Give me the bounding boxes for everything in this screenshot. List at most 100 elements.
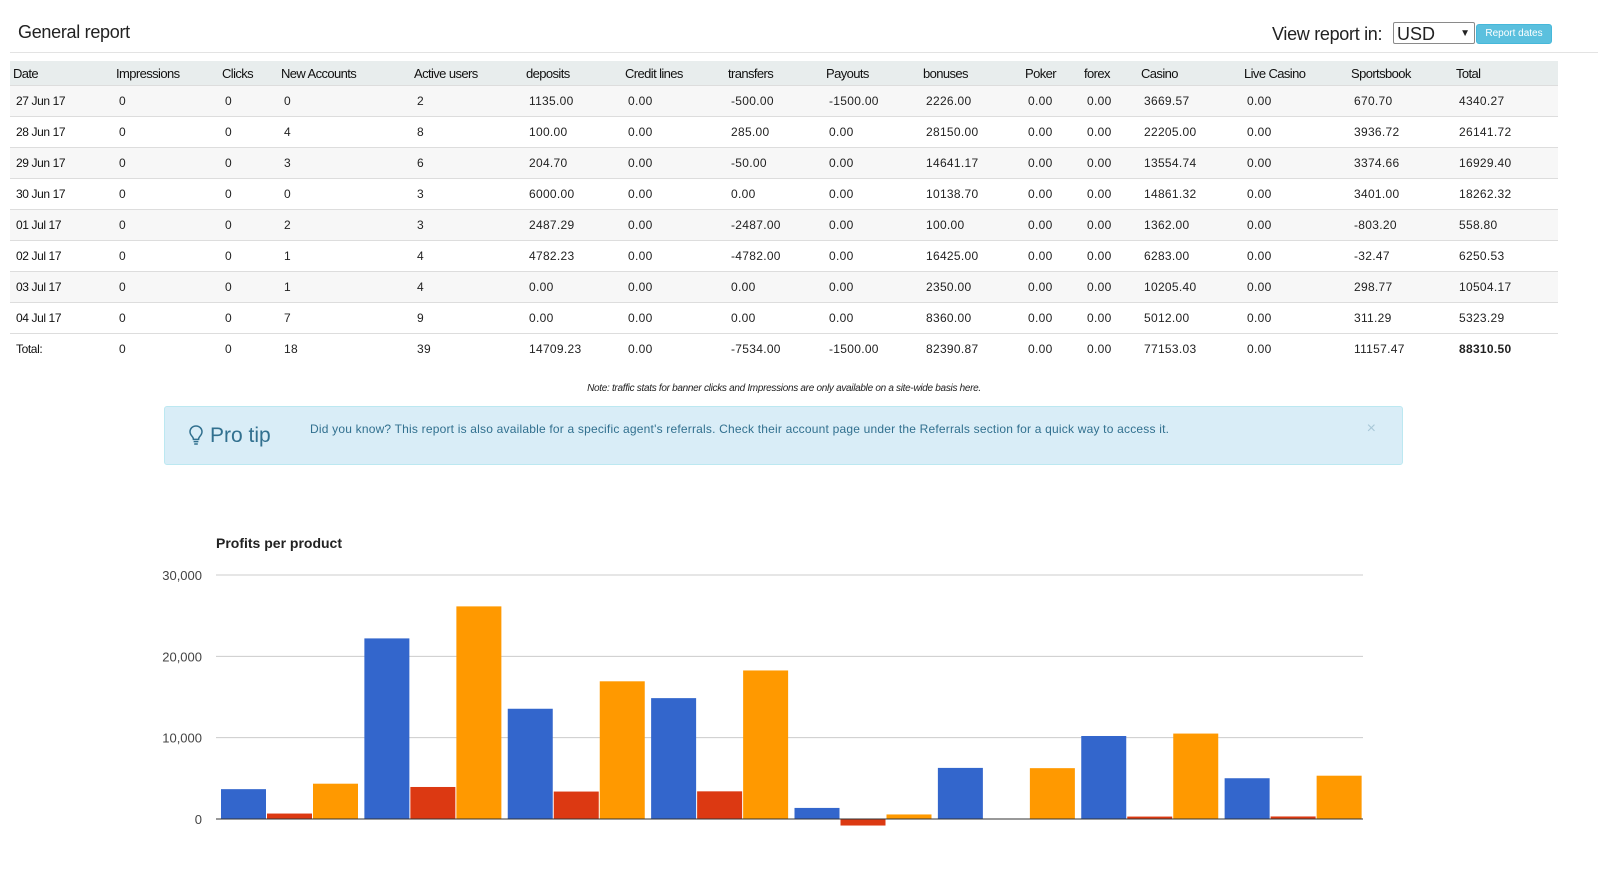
table-cell: 0.00 (725, 302, 823, 334)
table-cell: 5323.29 (1453, 302, 1558, 334)
pro-tip-message: Did you know? This report is also availa… (310, 422, 1170, 436)
table-cell: 0 (219, 85, 278, 117)
column-header: Credit lines (622, 61, 725, 86)
column-header: Total (1453, 61, 1558, 86)
table-cell: 6000.00 (523, 178, 622, 210)
table-cell: -50.00 (725, 147, 823, 179)
bar (267, 813, 312, 819)
table-cell: 0.00 (1022, 178, 1081, 210)
table-cell: 298.77 (1348, 271, 1453, 303)
table-cell: 6 (411, 147, 523, 179)
total-label: Total: (10, 333, 113, 364)
table-cell: -2487.00 (725, 209, 823, 241)
bar (410, 786, 456, 819)
table-cell: 0 (219, 240, 278, 272)
table-row: 30 Jun 17 0 0 0 3 6000.00 0.00 0.00 0.00 10138.70… (10, 178, 1558, 210)
table-cell: 8 (411, 116, 523, 148)
table-cell: 5012.00 (1138, 302, 1241, 334)
table-cell: 22205.00 (1138, 116, 1241, 148)
report-header: General report View report in: USD ▼ Rep… (10, 18, 1598, 53)
table-cell: 285.00 (725, 116, 823, 148)
table-cell: 0.00 (622, 116, 725, 148)
profits-bar-chart: 0 10,000 20,000 30,000 (162, 568, 1363, 827)
table-row: 04 Jul 17 0 0 7 9 0.00 0.00 0.00 0.00 8360.00 0.00… (10, 302, 1558, 334)
table-cell: 100.00 (523, 116, 622, 148)
table-cell: 10205.40 (1138, 271, 1241, 303)
row-date: 02 Jul 17 (10, 240, 113, 272)
table-row: 27 Jun 17 0 0 0 2 1135.00 0.00 -500.00 -1500.00 2… (10, 85, 1558, 117)
table-cell: 0 (113, 116, 219, 148)
table-cell: 26141.72 (1453, 116, 1558, 148)
table-cell: 3669.57 (1138, 85, 1241, 117)
table-cell: -803.20 (1348, 209, 1453, 241)
table-cell: 0.00 (1081, 116, 1138, 148)
table-cell: 0.00 (1022, 85, 1081, 117)
table-cell: 14641.17 (920, 147, 1022, 179)
table-cell: 0.00 (1022, 302, 1081, 334)
row-date: 27 Jun 17 (10, 85, 113, 117)
table-cell: 16929.40 (1453, 147, 1558, 179)
table-cell: 0 (219, 178, 278, 210)
table-cell: 670.70 (1348, 85, 1453, 117)
table-cell: 3374.66 (1348, 147, 1453, 179)
y-tick-label: 30,000 (162, 568, 202, 583)
table-cell: 0.00 (622, 147, 725, 179)
table-cell: 7 (278, 302, 411, 334)
table-cell: 4 (411, 240, 523, 272)
table-cell: 0.00 (1241, 116, 1348, 148)
table-cell: 0.00 (622, 178, 725, 210)
table-cell: 18262.32 (1453, 178, 1558, 210)
table-cell: 1 (278, 240, 411, 272)
table-cell: 0 (219, 302, 278, 334)
close-icon[interactable]: × (1366, 420, 1376, 437)
table-cell: 3401.00 (1348, 178, 1453, 210)
table-cell: 3 (411, 178, 523, 210)
bar (1316, 775, 1362, 819)
table-cell: 6250.53 (1453, 240, 1558, 272)
table-cell: 0.00 (1022, 116, 1081, 148)
view-report-label: View report in: (1272, 24, 1383, 44)
bar (1270, 816, 1316, 819)
table-cell: 0.00 (823, 147, 920, 179)
table-cell: 0 (219, 147, 278, 179)
table-cell: 4 (278, 116, 411, 148)
column-header: deposits (523, 61, 622, 86)
total-cell: 82390.87 (920, 333, 1022, 364)
total-cell: 0 (113, 333, 219, 364)
table-cell: 8360.00 (920, 302, 1022, 334)
table-cell: 0.00 (725, 178, 823, 210)
table-cell: -4782.00 (725, 240, 823, 272)
table-cell: 13554.74 (1138, 147, 1241, 179)
total-cell: -7534.00 (725, 333, 823, 364)
bar (840, 819, 886, 826)
bar (456, 606, 502, 819)
table-cell: 3 (278, 147, 411, 179)
table-cell: 10504.17 (1453, 271, 1558, 303)
column-header: bonuses (920, 61, 1022, 86)
column-header: New Accounts (278, 61, 411, 86)
row-date: 28 Jun 17 (10, 116, 113, 148)
bar (743, 670, 789, 819)
table-cell: 0.00 (1081, 85, 1138, 117)
table-cell: 0.00 (622, 85, 725, 117)
total-cell: 0.00 (1022, 333, 1081, 364)
bar (364, 638, 410, 819)
row-date: 04 Jul 17 (10, 302, 113, 334)
total-cell: 88310.50 (1453, 333, 1558, 364)
pro-tip-alert: Pro tip Did you know? This report is als… (164, 406, 1403, 465)
column-header: Clicks (219, 61, 278, 86)
table-cell: 2487.29 (523, 209, 622, 241)
table-cell: 2 (411, 85, 523, 117)
bar (651, 698, 697, 819)
report-dates-button[interactable]: Report dates (1476, 24, 1552, 44)
report-table: Date Impressions Clicks New Accounts Active … (10, 61, 1558, 364)
currency-select[interactable]: USD ▼ (1393, 22, 1475, 44)
table-cell: 0.00 (1241, 178, 1348, 210)
table-cell: 2226.00 (920, 85, 1022, 117)
table-cell: 0.00 (1241, 209, 1348, 241)
total-cell: 18 (278, 333, 411, 364)
table-cell: 0.00 (823, 271, 920, 303)
table-cell: 0.00 (1081, 302, 1138, 334)
table-cell: -1500.00 (823, 85, 920, 117)
table-cell: 6283.00 (1138, 240, 1241, 272)
